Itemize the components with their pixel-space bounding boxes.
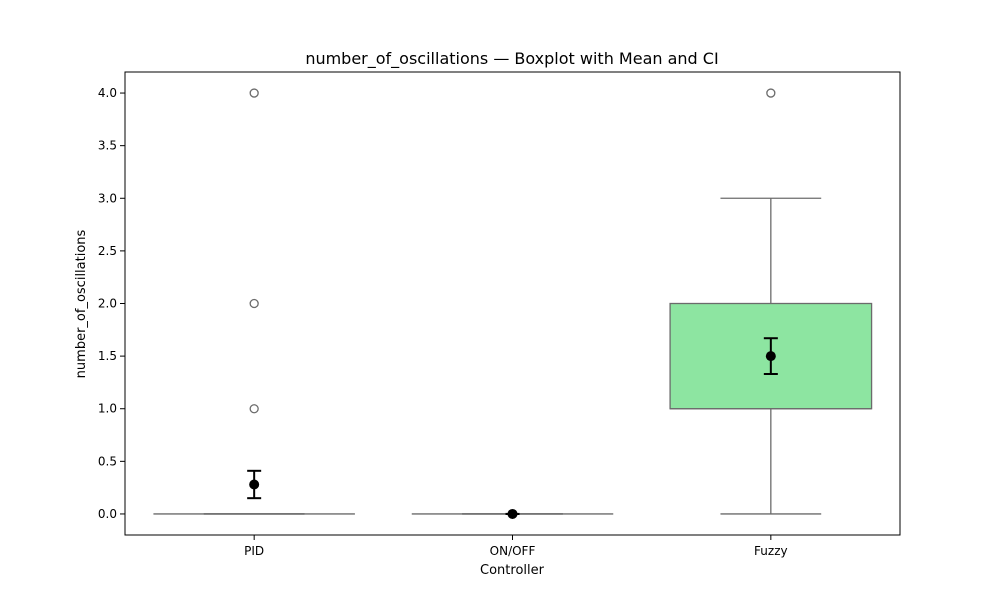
outlier-pid — [249, 298, 259, 309]
mean-marker-fuzzy — [765, 351, 776, 362]
mean-marker-on-off — [507, 508, 518, 519]
y-tick-label: 1.5 — [98, 349, 117, 363]
y-tick-label: 3.5 — [98, 139, 117, 153]
outlier-fuzzy — [766, 88, 776, 98]
x-tick-label: PID — [244, 544, 264, 558]
x-axis-label: Controller — [480, 563, 545, 578]
y-tick-label: 0.5 — [98, 454, 117, 468]
y-tick-label: 0.0 — [98, 507, 117, 521]
y-axis-label: number_of_oscillations — [74, 229, 89, 378]
mean-marker-pid — [249, 479, 260, 490]
y-tick-label: 4.0 — [98, 86, 117, 100]
outlier-pid — [249, 88, 259, 98]
chart-title: number_of_oscillations — Boxplot with Me… — [305, 49, 718, 69]
y-tick-label: 1.0 — [98, 402, 117, 416]
x-tick-label: Fuzzy — [754, 544, 788, 558]
outlier-pid — [249, 404, 259, 414]
plot-area: 0.0 0.5 1.0 1.5 2.0 2.5 3.0 3.5 4.0 PID ON/OFF Fuzz… — [98, 71, 901, 558]
y-tick-label: 2.5 — [98, 244, 117, 258]
x-tick-label: ON/OFF — [490, 544, 536, 558]
y-tick-label: 3.0 — [98, 191, 117, 205]
y-tick-label: 2.0 — [98, 297, 117, 311]
